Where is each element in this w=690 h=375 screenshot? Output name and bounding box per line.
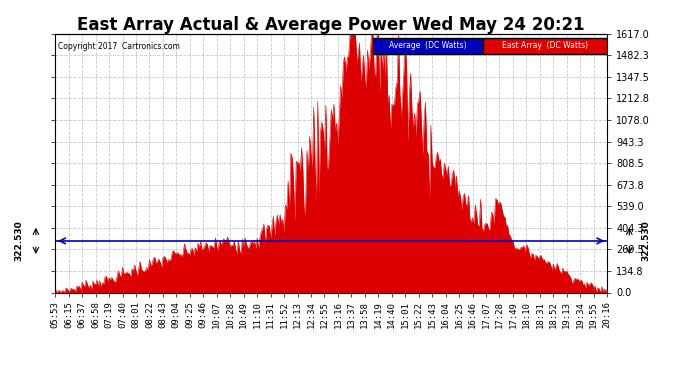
FancyBboxPatch shape <box>483 38 607 54</box>
Text: 322.530: 322.530 <box>641 220 651 261</box>
Text: Average  (DC Watts): Average (DC Watts) <box>389 41 466 50</box>
Text: 322.530: 322.530 <box>14 220 24 261</box>
Title: East Array Actual & Average Power Wed May 24 20:21: East Array Actual & Average Power Wed Ma… <box>77 16 585 34</box>
Text: East Array  (DC Watts): East Array (DC Watts) <box>502 41 588 50</box>
FancyBboxPatch shape <box>373 38 483 54</box>
Text: Copyright 2017  Cartronics.com: Copyright 2017 Cartronics.com <box>58 42 180 51</box>
